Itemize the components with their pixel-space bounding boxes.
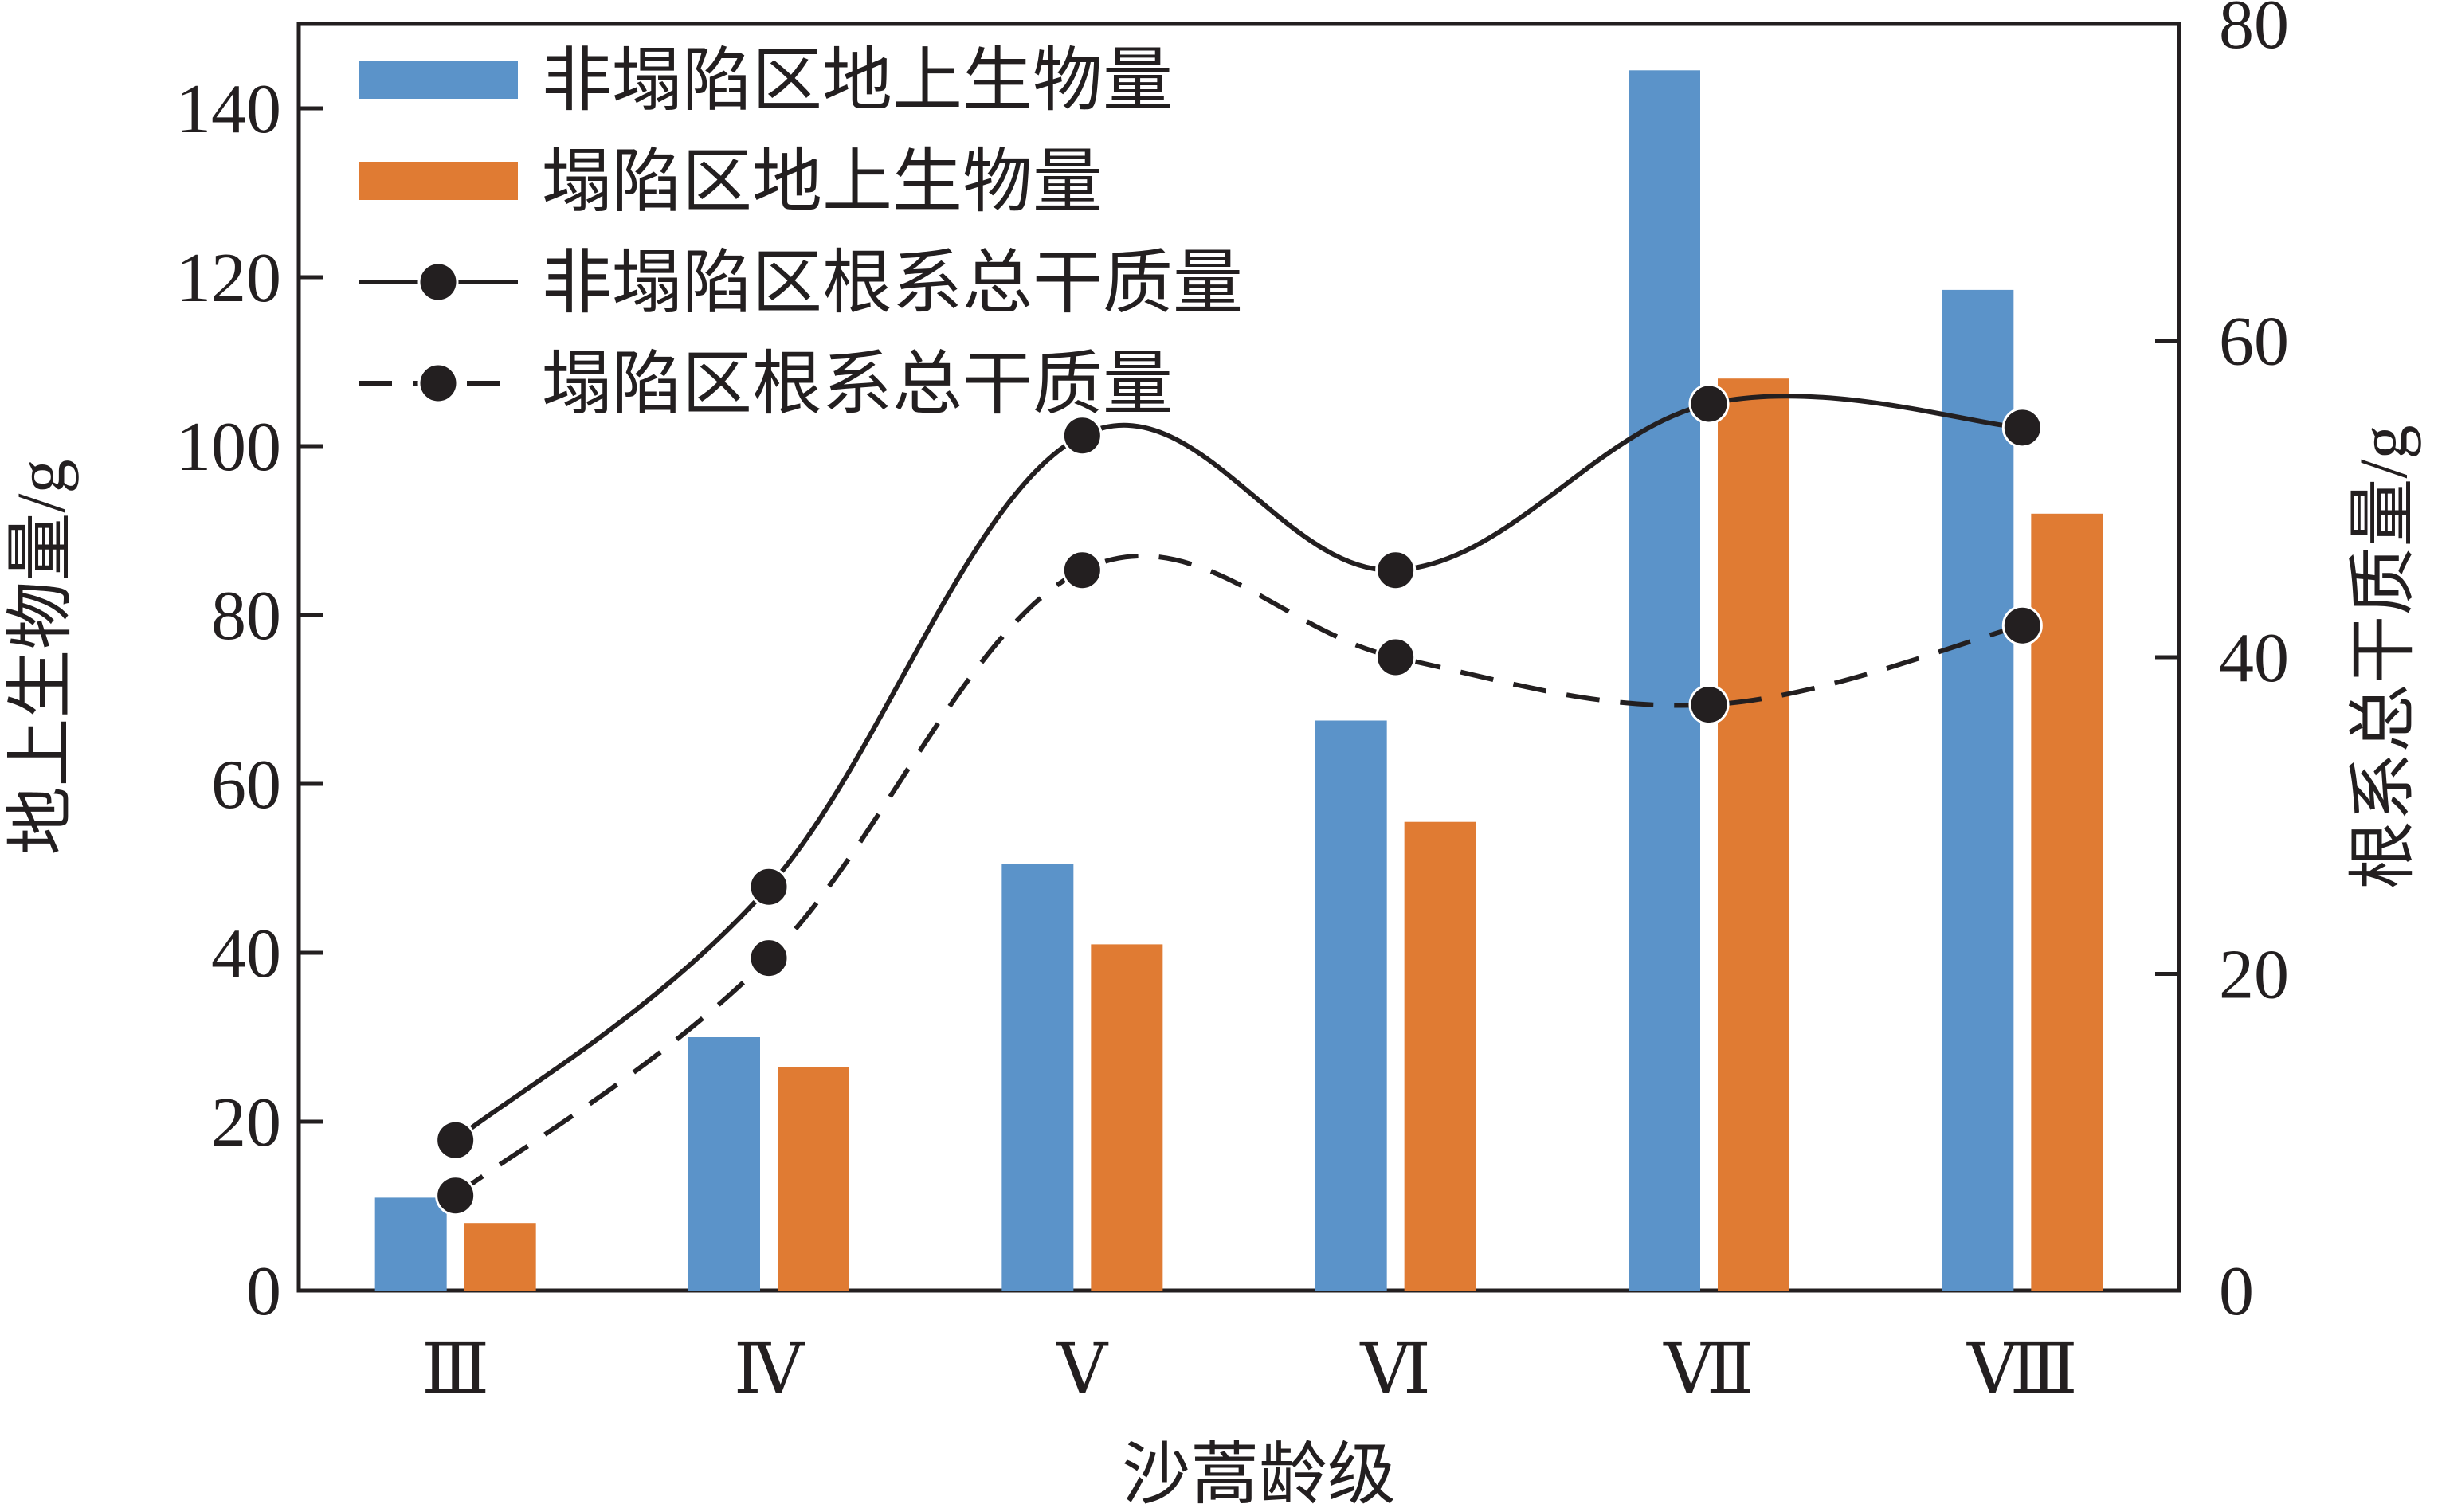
line-series2 [453,553,2024,1198]
point-series1-5 [1688,383,1730,425]
bar-series1-6 [1942,289,2014,1291]
left-tick-label-60: 60 [211,746,281,824]
bar-series2-2 [778,1067,849,1291]
bar-series2-6 [2031,513,2103,1291]
x-tick-label-2: Ⅳ [734,1331,805,1408]
point-series2-6 [2001,605,2043,646]
lines-layer [435,383,2043,1216]
left-tick-label-20: 20 [211,1084,281,1161]
legend-label-3: 非塌陷区根系总干质量 [542,245,1243,323]
legend-label-4: 塌陷区根系总干质量 [542,347,1173,424]
right-tick-label-40: 40 [2219,620,2289,697]
bar-series2-5 [1718,378,1789,1291]
point-series2-4 [1375,637,1417,678]
legend-marker-3 [417,261,459,303]
x-axis: Ⅲ Ⅳ Ⅴ Ⅵ Ⅶ Ⅷ [421,1331,2077,1408]
right-axis: 0 20 40 60 80 [2155,0,2289,1330]
legend-swatch-1 [359,61,518,99]
point-series1-2 [748,866,790,907]
x-axis-title: 沙蒿龄级 [1122,1436,1396,1512]
x-tick-label-5: Ⅶ [1663,1331,1754,1408]
y-axis-left-title: 地上生物量/g [2,460,79,856]
point-series2-3 [1061,550,1103,591]
left-axis: 0 20 40 60 80 100 120 140 [176,71,323,1330]
left-tick-label-120: 120 [176,240,281,317]
legend-label-2: 塌陷区地上生物量 [542,144,1103,221]
bar-series2-4 [1404,821,1476,1291]
left-tick-label-140: 140 [176,71,281,148]
right-tick-label-80: 80 [2219,0,2289,64]
point-series1-4 [1375,550,1417,591]
point-series1-6 [2001,407,2043,449]
left-tick-label-40: 40 [211,915,281,993]
point-series2-1 [435,1175,476,1216]
bar-series2-3 [1091,944,1163,1291]
bar-series1-4 [1315,720,1387,1291]
bar-series2-1 [464,1223,536,1291]
legend-swatch-2 [359,162,518,200]
point-series1-3 [1061,415,1103,456]
x-tick-label-6: Ⅷ [1966,1331,2078,1408]
legend-label-1: 非塌陷区地上生物量 [542,43,1173,120]
bar-series1-5 [1629,70,1700,1291]
left-tick-label-100: 100 [176,409,281,486]
x-tick-label-1: Ⅲ [421,1331,489,1408]
point-series2-2 [748,938,790,979]
right-tick-label-60: 60 [2219,304,2289,381]
bars-layer [374,70,2103,1291]
bar-series1-3 [1001,864,1074,1291]
right-tick-label-0: 0 [2219,1253,2254,1330]
right-tick-label-20: 20 [2219,937,2289,1014]
left-tick-label-0: 0 [246,1253,281,1330]
left-tick-label-80: 80 [211,578,281,655]
bar-series1-1 [374,1197,447,1291]
y-axis-right-title: 根系总干质量/g [2345,425,2421,890]
x-tick-label-4: Ⅵ [1359,1331,1431,1408]
point-series1-1 [435,1119,476,1161]
x-tick-label-3: Ⅴ [1056,1331,1109,1408]
bar-series1-2 [688,1037,760,1291]
point-series2-5 [1688,684,1730,726]
legend-marker-4 [417,362,459,404]
